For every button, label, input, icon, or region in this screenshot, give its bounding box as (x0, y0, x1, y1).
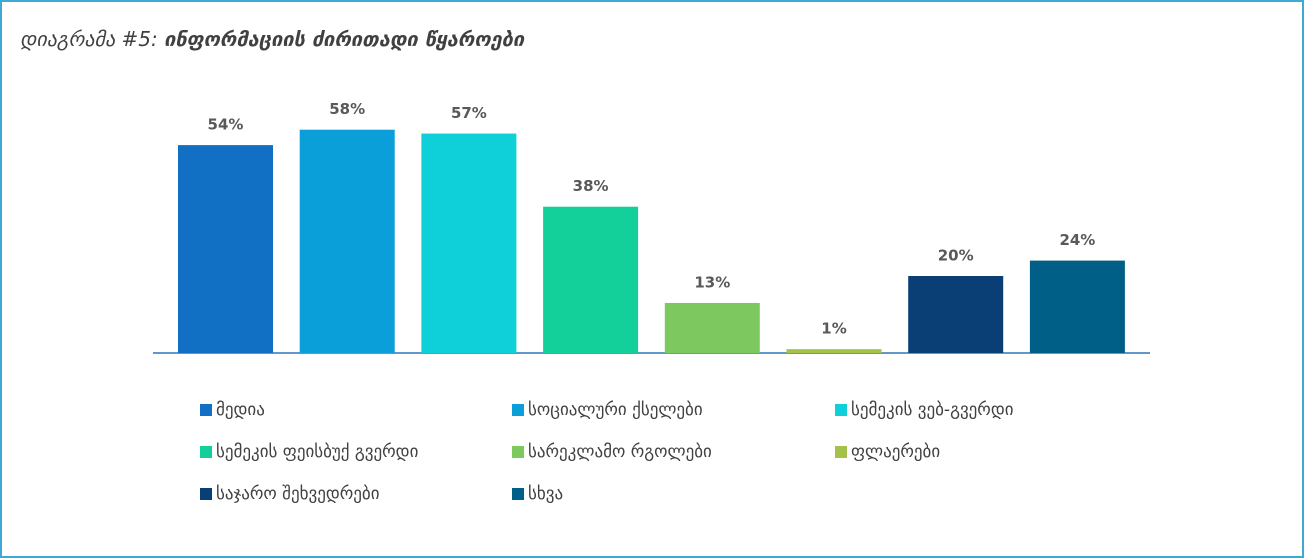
bar (421, 133, 517, 353)
legend-label: ფლაერები (851, 442, 940, 462)
value-label: 58% (329, 100, 365, 118)
legend-swatch (512, 404, 524, 416)
legend-swatch (200, 488, 212, 500)
bar (664, 302, 760, 353)
legend-swatch (835, 404, 847, 416)
bar (786, 349, 882, 353)
title-text: ინფორმაციის ძირითადი წყაროები (164, 27, 526, 51)
legend-swatch (200, 446, 212, 458)
legend-label: სარეკლამო რგოლები (528, 442, 712, 462)
legend-label: საჯარო შეხვედრები (216, 484, 380, 504)
bar (178, 145, 273, 353)
title-label: დიაგრამა #5: (20, 27, 158, 51)
legend-swatch (835, 446, 847, 458)
legend-label: სხვა (528, 484, 563, 504)
legend-label: სემეკის ფეისბუქ გვერდი (216, 442, 418, 462)
value-label: 57% (451, 104, 487, 122)
chart-title: დიაგრამა #5: ინფორმაციის ძირითადი წყაროე… (20, 27, 526, 51)
bar (908, 276, 1004, 353)
value-label: 38% (573, 177, 609, 195)
value-label: 54% (208, 116, 244, 134)
value-label: 20% (938, 247, 974, 265)
legend-swatch (512, 446, 524, 458)
bar (543, 206, 639, 353)
legend-label: სემეკის ვებ-გვერდი (851, 400, 1014, 420)
legend-swatch (512, 488, 524, 500)
legend-label: სოციალური ქსელები (528, 400, 703, 420)
bar (1029, 260, 1125, 353)
value-label: 1% (821, 320, 846, 338)
value-label: 24% (1059, 231, 1095, 249)
legend-label: მედია (216, 400, 265, 420)
legend-swatch (200, 404, 212, 416)
value-label: 13% (694, 273, 730, 291)
bar (299, 129, 395, 353)
